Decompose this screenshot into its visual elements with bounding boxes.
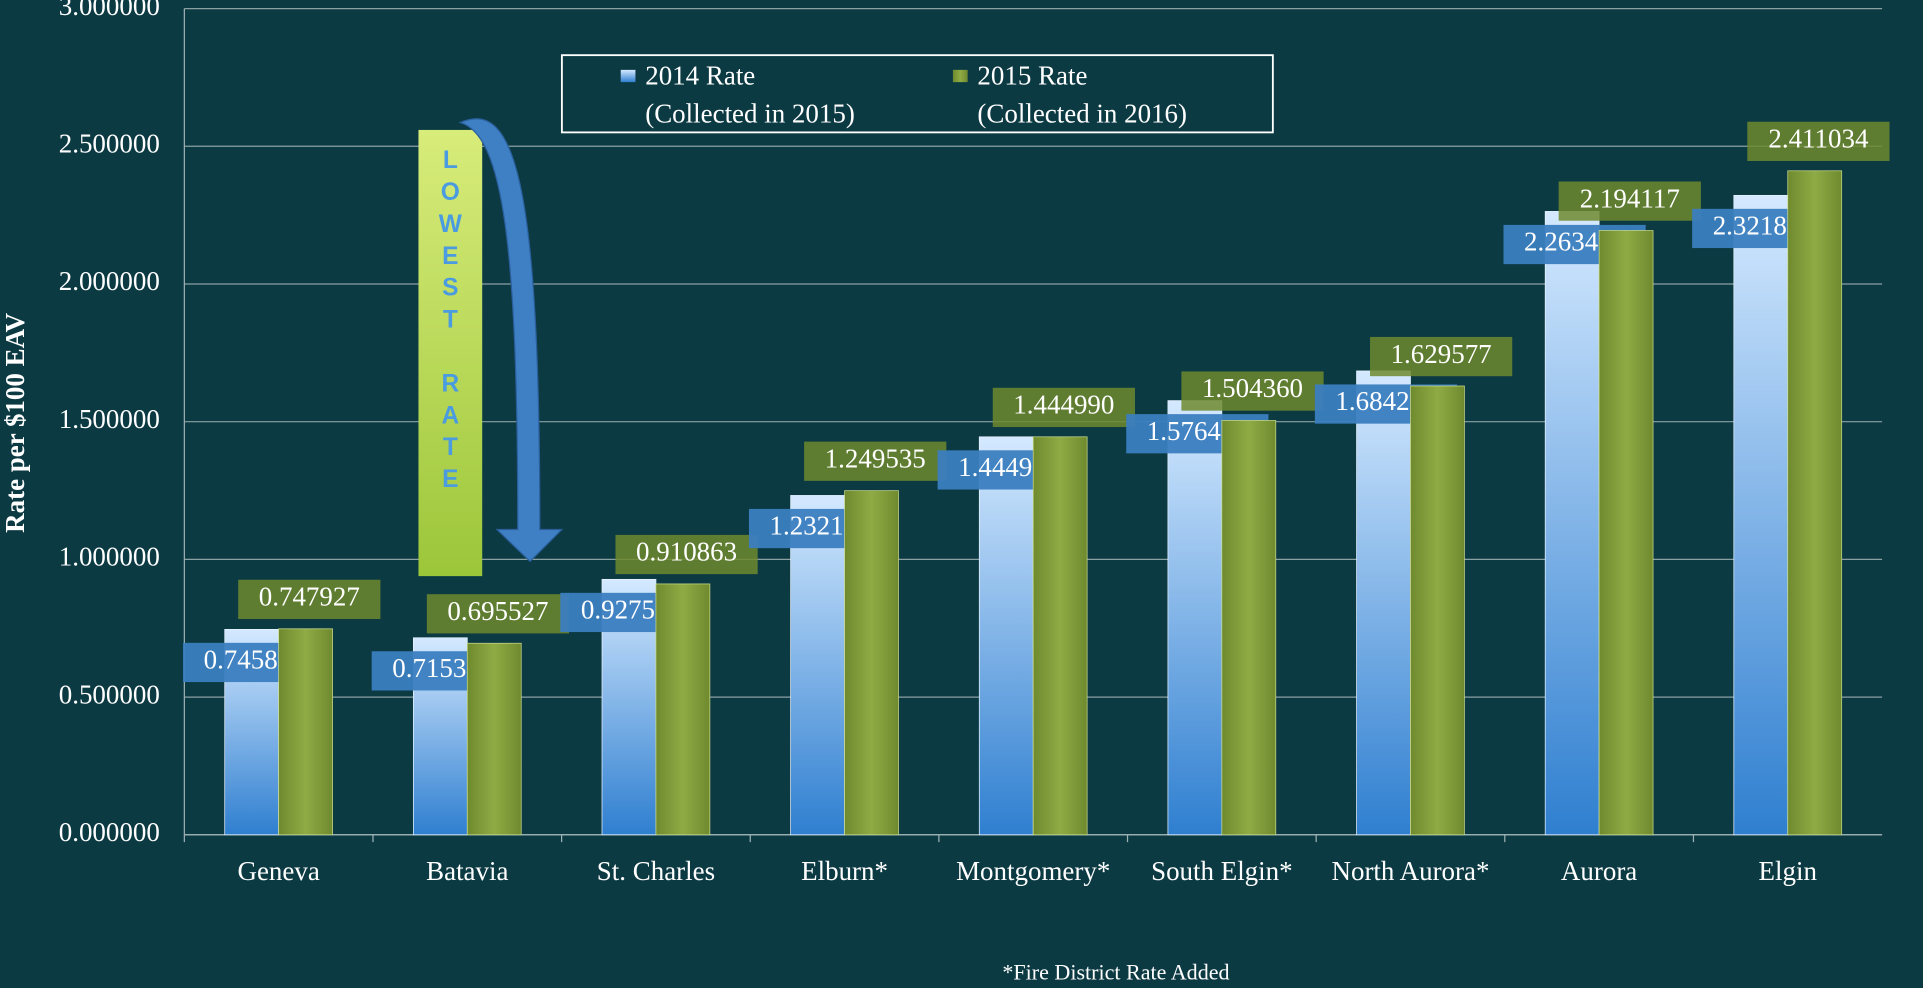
y-tick-label: 2.500000 bbox=[59, 128, 160, 158]
x-tick-label: Geneva bbox=[238, 856, 320, 886]
value-label: 0.695527 bbox=[447, 596, 548, 626]
y-tick-label: 1.000000 bbox=[59, 542, 160, 572]
legend-note: (Collected in 2016) bbox=[977, 99, 1187, 129]
value-label: 0.910863 bbox=[636, 537, 737, 567]
value-label: 2.411034 bbox=[1768, 124, 1869, 154]
bar bbox=[1033, 437, 1087, 835]
annotation: LOWEST RATE bbox=[437, 147, 464, 498]
bar bbox=[1222, 420, 1276, 834]
bar bbox=[279, 629, 333, 835]
bar bbox=[1168, 401, 1222, 835]
x-tick-label: Montgomery* bbox=[956, 856, 1110, 886]
y-axis-label: Rate per $100 EAV bbox=[0, 312, 30, 532]
bar bbox=[656, 584, 710, 835]
bar bbox=[1357, 371, 1411, 835]
legend-marker bbox=[953, 70, 968, 82]
bar bbox=[1599, 231, 1653, 835]
x-tick-label: Aurora bbox=[1561, 856, 1637, 886]
bar bbox=[1410, 386, 1464, 835]
value-label: 0.747927 bbox=[259, 582, 360, 612]
x-tick-label: Elgin bbox=[1759, 856, 1818, 886]
bar bbox=[1734, 195, 1788, 834]
value-label: 2.194117 bbox=[1580, 183, 1680, 213]
x-tick-label: Batavia bbox=[426, 856, 508, 886]
legend-label: 2014 Rate bbox=[645, 61, 755, 91]
x-tick-label: South Elgin* bbox=[1151, 856, 1293, 886]
bar bbox=[1545, 211, 1599, 834]
bar bbox=[979, 437, 1033, 835]
y-tick-label: 1.500000 bbox=[59, 404, 160, 434]
y-tick-label: 2.000000 bbox=[59, 266, 160, 296]
y-tick-label: 0.500000 bbox=[59, 679, 160, 709]
bar bbox=[845, 491, 899, 835]
y-tick-label: 3.000000 bbox=[59, 0, 160, 21]
legend-label: 2015 Rate bbox=[977, 61, 1087, 91]
footnote: *Fire District Rate Added bbox=[1002, 960, 1229, 985]
x-tick-label: Elburn* bbox=[801, 856, 888, 886]
bar bbox=[467, 643, 521, 835]
value-label: 1.249535 bbox=[825, 443, 926, 473]
page: {"chart_data": {"type": "bar", "y_label"… bbox=[0, 0, 1923, 988]
value-label: 1.444990 bbox=[1013, 390, 1114, 420]
legend-marker bbox=[621, 70, 636, 82]
value-label: 1.629577 bbox=[1391, 339, 1492, 369]
bar bbox=[1788, 171, 1842, 835]
x-tick-label: St. Charles bbox=[597, 856, 715, 886]
y-tick-label: 0.000000 bbox=[59, 817, 160, 847]
value-label: 1.504360 bbox=[1202, 373, 1303, 403]
chart: Rate per $100 EAV *Fire District Rate Ad… bbox=[0, 0, 1923, 988]
x-tick-label: North Aurora* bbox=[1332, 856, 1490, 886]
legend-note: (Collected in 2015) bbox=[645, 99, 855, 129]
